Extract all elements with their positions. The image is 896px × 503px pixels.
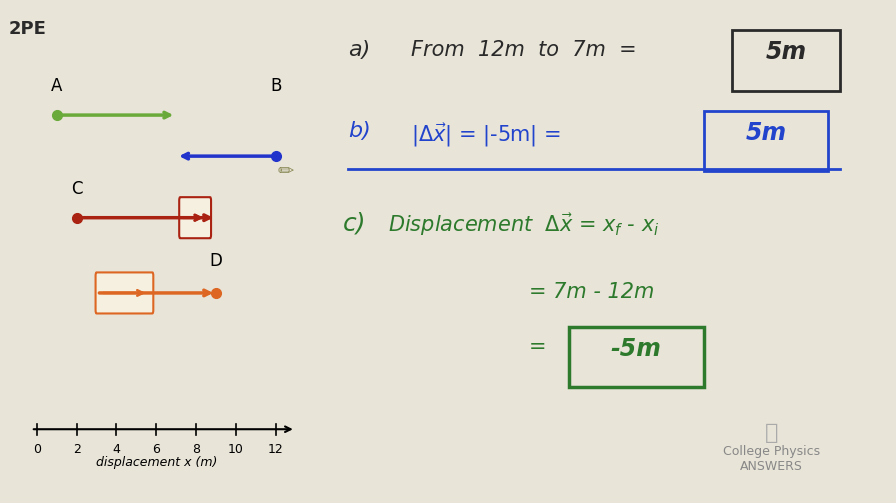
- Text: b): b): [349, 121, 371, 141]
- Text: B: B: [270, 77, 281, 95]
- FancyBboxPatch shape: [704, 111, 828, 171]
- Text: C: C: [71, 180, 82, 198]
- Text: 12: 12: [268, 443, 284, 456]
- Text: displacement x (m): displacement x (m): [96, 456, 217, 469]
- Text: 2: 2: [73, 443, 81, 456]
- Text: 6: 6: [152, 443, 160, 456]
- FancyBboxPatch shape: [96, 273, 153, 313]
- Text: -5m: -5m: [611, 337, 662, 361]
- Text: = 7m - 12m: = 7m - 12m: [529, 282, 654, 302]
- Text: D: D: [210, 252, 222, 270]
- Text: 2PE: 2PE: [9, 20, 47, 38]
- Text: a): a): [349, 40, 371, 60]
- Text: College Physics
ANSWERS: College Physics ANSWERS: [723, 445, 821, 473]
- Text: 🎓: 🎓: [765, 423, 779, 443]
- Text: 4: 4: [113, 443, 120, 456]
- FancyBboxPatch shape: [569, 327, 704, 387]
- Text: |$\Delta\vec{x}$| = |-5m| =: |$\Delta\vec{x}$| = |-5m| =: [410, 121, 560, 148]
- Text: c): c): [343, 211, 366, 235]
- Text: A: A: [51, 77, 63, 95]
- Text: 8: 8: [192, 443, 200, 456]
- Text: 5m: 5m: [745, 121, 787, 145]
- Text: 10: 10: [228, 443, 244, 456]
- Text: Displacement  $\Delta\vec{x}$ = $x_f$ - $x_i$: Displacement $\Delta\vec{x}$ = $x_f$ - $…: [388, 211, 659, 238]
- FancyBboxPatch shape: [732, 30, 840, 91]
- Text: From  12m  to  7m  =: From 12m to 7m =: [410, 40, 636, 60]
- Text: 0: 0: [33, 443, 41, 456]
- FancyBboxPatch shape: [179, 197, 211, 238]
- Text: 5m: 5m: [765, 40, 806, 64]
- Text: =: =: [529, 337, 547, 357]
- Text: ✏: ✏: [278, 161, 294, 181]
